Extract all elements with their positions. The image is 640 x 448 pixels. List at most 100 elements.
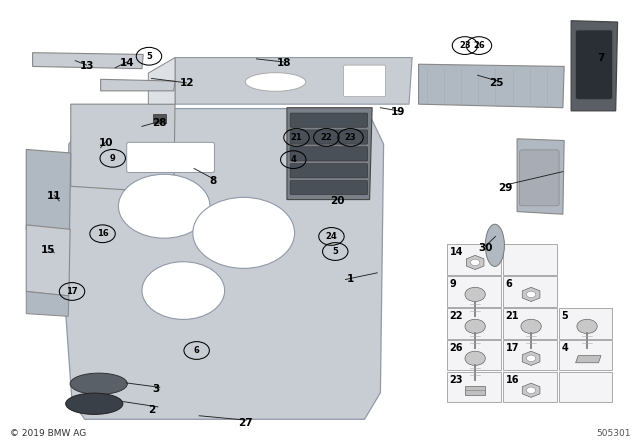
- Polygon shape: [26, 292, 69, 316]
- Text: 3: 3: [152, 384, 159, 394]
- Text: 26: 26: [473, 41, 485, 50]
- Polygon shape: [522, 351, 540, 366]
- Polygon shape: [571, 21, 618, 111]
- Text: 6: 6: [506, 279, 513, 289]
- Text: 13: 13: [79, 61, 94, 71]
- Text: 30: 30: [478, 243, 493, 254]
- Text: 23: 23: [345, 133, 356, 142]
- Text: 14: 14: [120, 58, 134, 69]
- Circle shape: [527, 387, 536, 393]
- Text: 25: 25: [490, 78, 504, 88]
- Circle shape: [470, 259, 480, 266]
- Text: 20: 20: [330, 196, 345, 206]
- Circle shape: [465, 287, 485, 302]
- Text: 18: 18: [276, 58, 291, 69]
- Polygon shape: [522, 383, 540, 397]
- Bar: [447, 372, 500, 402]
- Polygon shape: [419, 64, 564, 108]
- Text: 21: 21: [291, 133, 302, 142]
- FancyBboxPatch shape: [127, 142, 214, 172]
- Circle shape: [465, 351, 485, 366]
- FancyBboxPatch shape: [290, 164, 368, 178]
- Polygon shape: [71, 104, 175, 193]
- Text: 5: 5: [332, 247, 338, 256]
- Polygon shape: [26, 225, 70, 296]
- FancyBboxPatch shape: [575, 30, 612, 99]
- Text: 7: 7: [597, 52, 605, 63]
- FancyBboxPatch shape: [290, 130, 368, 144]
- Polygon shape: [575, 356, 601, 363]
- Text: 2: 2: [148, 405, 155, 414]
- Text: 11: 11: [47, 191, 61, 202]
- Polygon shape: [287, 108, 372, 200]
- Text: 27: 27: [237, 418, 252, 428]
- Circle shape: [118, 174, 210, 238]
- Text: 4: 4: [291, 155, 296, 164]
- Text: 19: 19: [390, 107, 404, 117]
- FancyBboxPatch shape: [290, 147, 368, 161]
- Bar: [447, 340, 500, 370]
- Text: 10: 10: [99, 138, 113, 148]
- Circle shape: [577, 319, 597, 333]
- Text: © 2019 BMW AG: © 2019 BMW AG: [10, 429, 86, 438]
- Polygon shape: [467, 255, 484, 270]
- Text: 28: 28: [152, 118, 167, 128]
- FancyBboxPatch shape: [290, 113, 368, 127]
- Ellipse shape: [245, 73, 306, 91]
- Text: 21: 21: [506, 311, 519, 321]
- Polygon shape: [26, 150, 71, 234]
- Text: 22: 22: [321, 133, 332, 142]
- Bar: [447, 276, 500, 306]
- Text: 1: 1: [347, 275, 354, 284]
- Bar: [559, 372, 612, 402]
- Text: 9: 9: [450, 279, 456, 289]
- Text: 16: 16: [506, 375, 519, 385]
- Bar: [503, 308, 557, 339]
- FancyBboxPatch shape: [520, 150, 559, 206]
- Text: 15: 15: [41, 245, 56, 255]
- Ellipse shape: [66, 393, 123, 414]
- Bar: [447, 245, 500, 275]
- Circle shape: [193, 198, 294, 268]
- Bar: [503, 372, 557, 402]
- Circle shape: [465, 319, 485, 333]
- FancyBboxPatch shape: [344, 65, 385, 97]
- Circle shape: [527, 355, 536, 362]
- Text: 9: 9: [110, 154, 116, 163]
- Bar: [447, 308, 500, 339]
- Polygon shape: [175, 57, 412, 104]
- Circle shape: [521, 319, 541, 333]
- Polygon shape: [517, 139, 564, 214]
- Polygon shape: [66, 108, 383, 419]
- Bar: [559, 340, 612, 370]
- Bar: [503, 276, 557, 306]
- Text: 29: 29: [499, 183, 513, 193]
- FancyBboxPatch shape: [290, 181, 368, 195]
- Text: 17: 17: [506, 343, 519, 353]
- Text: 17: 17: [66, 287, 78, 296]
- Text: 4: 4: [562, 343, 568, 353]
- Text: 23: 23: [450, 375, 463, 385]
- Polygon shape: [33, 53, 143, 69]
- Bar: [503, 340, 557, 370]
- Bar: [503, 245, 557, 275]
- Ellipse shape: [485, 224, 504, 267]
- Polygon shape: [154, 114, 166, 123]
- Text: 26: 26: [450, 343, 463, 353]
- Text: 16: 16: [97, 229, 108, 238]
- Text: 14: 14: [450, 247, 463, 257]
- Polygon shape: [148, 57, 175, 104]
- Text: 6: 6: [194, 346, 200, 355]
- Polygon shape: [100, 79, 175, 91]
- Ellipse shape: [70, 373, 127, 394]
- Text: 22: 22: [450, 311, 463, 321]
- Text: 5: 5: [562, 311, 568, 321]
- Text: 8: 8: [209, 176, 217, 185]
- Text: 12: 12: [180, 78, 195, 88]
- Text: 505301: 505301: [596, 429, 630, 438]
- Text: 23: 23: [459, 41, 471, 50]
- Text: 24: 24: [326, 232, 337, 241]
- Polygon shape: [522, 287, 540, 302]
- Text: 5: 5: [146, 52, 152, 61]
- Bar: [465, 386, 485, 395]
